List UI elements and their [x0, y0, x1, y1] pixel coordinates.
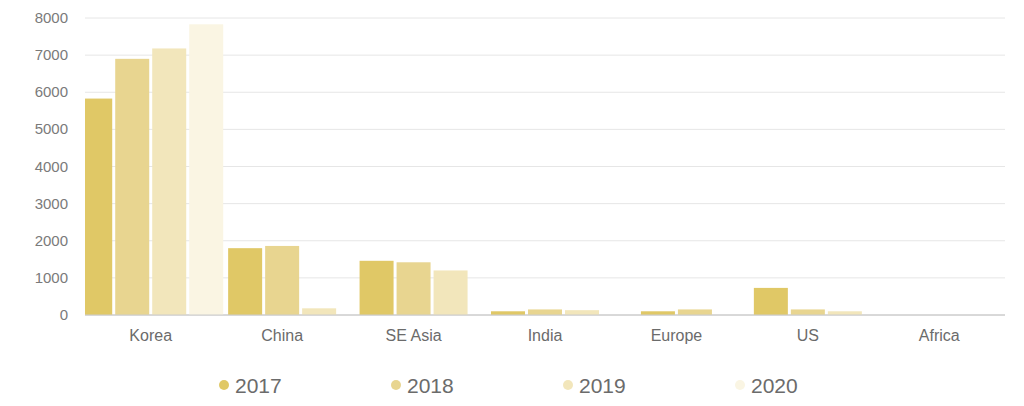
- x-axis: Korea China SE Asia India Europe US Africa: [129, 327, 959, 344]
- y-tick-label: 2000: [35, 232, 68, 249]
- bars: [85, 24, 862, 315]
- bar: [189, 24, 223, 315]
- bar: [228, 248, 262, 315]
- bar: [528, 309, 562, 315]
- legend-marker: [391, 380, 401, 390]
- bar: [434, 270, 468, 315]
- y-tick-label: 7000: [35, 46, 68, 63]
- bar: [152, 48, 186, 315]
- y-tick-label: 1000: [35, 269, 68, 286]
- x-tick-label: China: [261, 327, 303, 344]
- grid-line: [85, 315, 1005, 316]
- bar: [754, 288, 788, 315]
- bar: [397, 262, 431, 315]
- legend: 2017 2018 2019 2020: [219, 374, 798, 397]
- bar: [678, 309, 712, 315]
- chart-svg: 0 1000 2000 3000 4000 5000 6000 7000 8000 Korea Ch…: [0, 0, 1024, 406]
- x-tick-label: Korea: [129, 327, 172, 344]
- bar: [491, 311, 525, 315]
- y-tick-label: 0: [60, 306, 68, 323]
- bar: [791, 309, 825, 315]
- y-tick-label: 6000: [35, 83, 68, 100]
- grid-line: [85, 18, 1005, 19]
- bar: [828, 311, 862, 315]
- x-tick-label: India: [528, 327, 563, 344]
- bar: [641, 311, 675, 315]
- chart-container: 0 1000 2000 3000 4000 5000 6000 7000 8000 Korea Ch…: [0, 0, 1024, 406]
- y-tick-label: 4000: [35, 158, 68, 175]
- y-axis: 0 1000 2000 3000 4000 5000 6000 7000 8000: [35, 9, 68, 323]
- x-tick-label: US: [797, 327, 819, 344]
- bar: [565, 310, 599, 315]
- legend-marker: [563, 380, 573, 390]
- legend-label: 2019: [579, 374, 626, 397]
- bar: [302, 308, 336, 315]
- y-tick-label: 5000: [35, 120, 68, 137]
- legend-label: 2020: [751, 374, 798, 397]
- x-tick-label: Europe: [651, 327, 703, 344]
- legend-marker: [735, 380, 745, 390]
- x-tick-label: Africa: [919, 327, 960, 344]
- x-axis-line: [85, 315, 1005, 316]
- bar: [85, 99, 112, 315]
- legend-marker: [219, 380, 229, 390]
- legend-label: 2018: [407, 374, 454, 397]
- grid: [85, 18, 1005, 315]
- bar: [360, 261, 394, 315]
- x-tick-label: SE Asia: [386, 327, 442, 344]
- bar: [115, 59, 149, 315]
- y-tick-label: 8000: [35, 9, 68, 26]
- y-tick-label: 3000: [35, 195, 68, 212]
- legend-label: 2017: [235, 374, 282, 397]
- bar: [265, 246, 299, 315]
